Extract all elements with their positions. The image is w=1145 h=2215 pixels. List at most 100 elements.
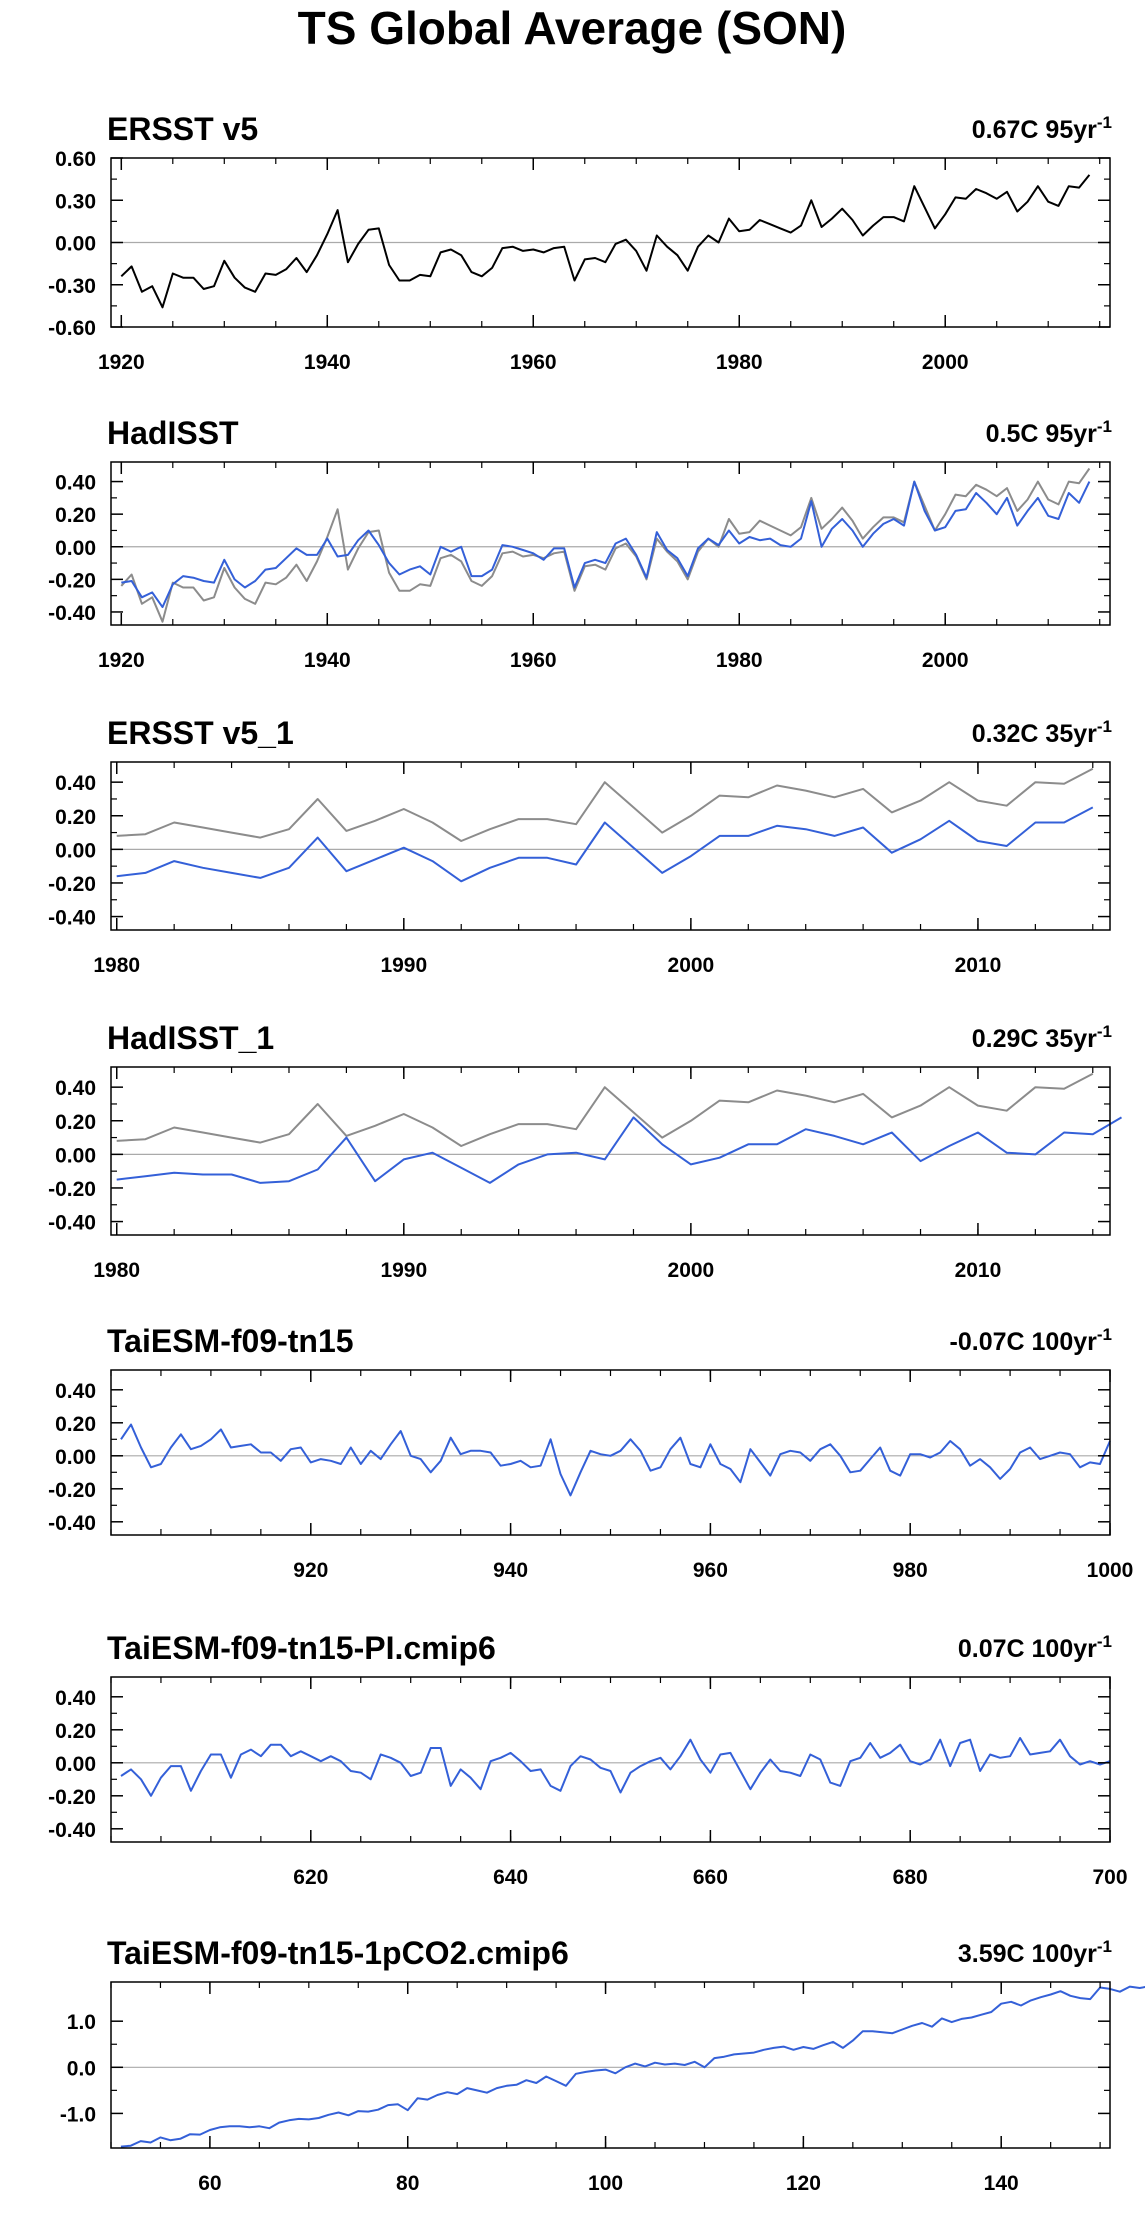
y-tick-label: 0.40 [55, 772, 96, 795]
x-tick-label: 1980 [716, 351, 763, 374]
x-tick-label: 940 [493, 1559, 528, 1582]
x-tick-label: 1920 [98, 351, 145, 374]
y-tick-label: 0.20 [55, 806, 96, 829]
panel-title: HadISST [107, 415, 239, 451]
x-tick-label: 2010 [955, 954, 1002, 977]
panel-title: ERSST v5_1 [107, 715, 294, 751]
series-line [120, 467, 1091, 623]
trend-label: 3.59C 100yr-1 [958, 1937, 1112, 1968]
x-tick-label: 80 [396, 2172, 419, 2195]
y-tick-label: 0.40 [55, 1077, 96, 1100]
y-tick-label: 0.00 [55, 1446, 96, 1469]
y-tick-label: -0.40 [48, 1212, 96, 1235]
plot-frame [110, 761, 1111, 931]
y-tick-label: 0.30 [55, 190, 96, 213]
series-line [120, 1737, 1111, 1797]
x-tick-label: 1000 [1087, 1559, 1134, 1582]
x-tick-label: 680 [893, 1866, 928, 1889]
y-tick-label: 0.00 [55, 233, 96, 256]
y-tick-label: 1.0 [67, 2011, 96, 2034]
panel-title: TaiESM-f09-tn15 [107, 1323, 354, 1359]
x-tick-label: 700 [1092, 1866, 1127, 1889]
x-tick-label: 1990 [380, 1259, 427, 1282]
chart-panel: ERSST v5 0.67C 95yr-1 1920 1940 1960 1980 2000… [48, 111, 1112, 374]
chart-panel: TaiESM-f09-tn15-PI.cmip6 0.07C 100yr-1 620… [48, 1630, 1127, 1889]
y-tick-label: -0.20 [48, 1479, 96, 1502]
plot-frame [110, 1676, 1111, 1843]
x-tick-label: 1980 [93, 954, 140, 977]
x-tick-label: 1980 [93, 1259, 140, 1282]
y-tick-label: -0.40 [48, 1512, 96, 1535]
y-tick-label: 0.00 [55, 1144, 96, 1167]
x-tick-label: 120 [786, 2172, 821, 2195]
x-tick-label: 2000 [668, 1259, 715, 1282]
x-tick-label: 2000 [668, 954, 715, 977]
y-tick-label: -0.30 [48, 275, 96, 298]
trend-label: 0.07C 100yr-1 [958, 1632, 1112, 1663]
y-tick-label: 0.00 [55, 537, 96, 560]
x-tick-label: 1960 [510, 351, 557, 374]
x-tick-label: 1920 [98, 649, 145, 672]
y-tick-label: 0.20 [55, 1720, 96, 1743]
x-tick-label: 920 [293, 1559, 328, 1582]
y-tick-label: -0.40 [48, 907, 96, 930]
series-line [116, 1072, 1094, 1147]
trend-label: 0.29C 35yr-1 [972, 1022, 1112, 1053]
series-line [120, 1423, 1111, 1497]
y-tick-label: -0.20 [48, 569, 96, 592]
panel-title: HadISST_1 [107, 1020, 274, 1056]
y-tick-label: 0.20 [55, 1413, 96, 1436]
x-tick-label: 2010 [955, 1259, 1002, 1282]
y-tick-label: -0.20 [48, 1786, 96, 1809]
chart-panel: HadISST_1 0.29C 35yr-1 1980 1990 2000 2010 -0.… [48, 1020, 1123, 1282]
plot-frame [110, 461, 1111, 626]
x-tick-label: 1990 [380, 954, 427, 977]
y-tick-label: 0.40 [55, 1380, 96, 1403]
plot-frame [110, 1066, 1111, 1236]
y-tick-label: 0.60 [55, 148, 96, 171]
chart-panel: TaiESM-f09-tn15-1pCO2.cmip6 3.59C 100yr-1… [60, 1935, 1145, 2195]
x-tick-label: 60 [198, 2172, 221, 2195]
x-tick-label: 980 [893, 1559, 928, 1582]
y-tick-label: 0.00 [55, 1753, 96, 1776]
plot-frame [110, 1981, 1111, 2149]
y-tick-label: -0.20 [48, 873, 96, 896]
x-tick-label: 620 [293, 1866, 328, 1889]
x-tick-label: 1940 [304, 351, 351, 374]
y-tick-label: -1.0 [60, 2103, 96, 2126]
series-line [120, 174, 1091, 309]
y-tick-label: 0.00 [55, 839, 96, 862]
x-tick-label: 1940 [304, 649, 351, 672]
series-line [116, 806, 1094, 883]
y-tick-label: 0.40 [55, 1687, 96, 1710]
x-tick-label: 640 [493, 1866, 528, 1889]
x-tick-label: 2000 [922, 649, 969, 672]
x-tick-label: 660 [693, 1866, 728, 1889]
trend-label: -0.07C 100yr-1 [950, 1325, 1112, 1356]
x-tick-label: 140 [984, 2172, 1019, 2195]
chart-panel: TaiESM-f09-tn15 -0.07C 100yr-1 920 940 960 98… [48, 1323, 1133, 1582]
x-tick-label: 960 [693, 1559, 728, 1582]
y-tick-label: -0.40 [48, 1819, 96, 1842]
series-line [116, 767, 1094, 842]
y-tick-label: 0.0 [67, 2057, 96, 2080]
y-tick-label: -0.60 [48, 317, 96, 340]
y-tick-label: 0.40 [55, 472, 96, 495]
trend-label: 0.67C 95yr-1 [972, 113, 1112, 144]
x-tick-label: 2000 [922, 351, 969, 374]
trend-label: 0.32C 35yr-1 [972, 717, 1112, 748]
panel-title: TaiESM-f09-tn15-PI.cmip6 [107, 1630, 496, 1666]
page-title: TS Global Average (SON) [298, 2, 847, 54]
y-tick-label: -0.20 [48, 1178, 96, 1201]
series-line [121, 480, 1091, 609]
series-line [120, 1985, 1145, 2148]
series-line [116, 1116, 1123, 1184]
x-tick-label: 1980 [716, 649, 763, 672]
chart-panel: ERSST v5_1 0.32C 35yr-1 1980 1990 2000 2010 -0… [48, 715, 1112, 977]
trend-label: 0.5C 95yr-1 [986, 417, 1112, 448]
panel-title: ERSST v5 [107, 111, 258, 147]
chart-panel: HadISST 0.5C 95yr-1 1920 1940 1960 1980 2000 -0… [48, 415, 1112, 672]
y-tick-label: 0.20 [55, 504, 96, 527]
y-tick-label: 0.20 [55, 1111, 96, 1134]
